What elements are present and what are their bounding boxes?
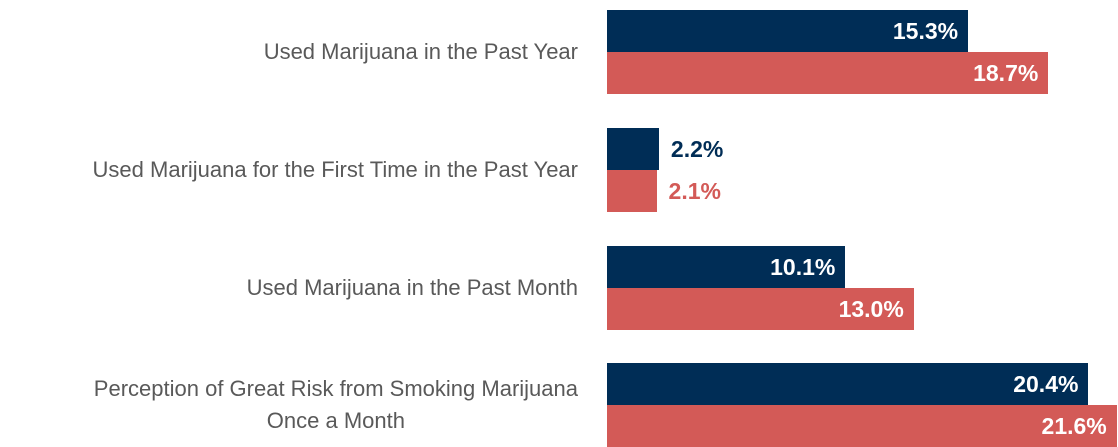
bar [607,246,846,288]
bar [607,288,914,330]
category-label: Used Marijuana for the First Time in the… [0,154,578,186]
bar [607,405,1117,447]
value-label: 21.6% [1041,413,1107,439]
bar [607,10,969,52]
bar [607,52,1049,94]
value-label: 2.1% [668,178,721,204]
value-label: 2.2% [670,136,724,162]
value-label: 18.7% [973,60,1039,86]
bar [607,363,1089,405]
category-label: Used Marijuana in the Past Month [0,272,578,304]
category-label: Used Marijuana in the Past Year [0,36,578,68]
value-label: 13.0% [838,296,904,322]
category-text: Perception of Great Risk from Smoking Ma… [93,376,578,433]
category-text: Used Marijuana in the Past Year [263,39,578,64]
category-text: Used Marijuana for the First Time in the… [92,157,578,182]
category-label: Perception of Great Risk from Smoking Ma… [0,373,578,437]
value-label: 20.4% [1013,371,1079,397]
value-label: 15.3% [892,18,959,44]
value-label: 10.1% [770,254,836,280]
category-text: Used Marijuana in the Past Month [246,275,578,300]
bar [607,170,657,212]
bar [607,128,659,170]
